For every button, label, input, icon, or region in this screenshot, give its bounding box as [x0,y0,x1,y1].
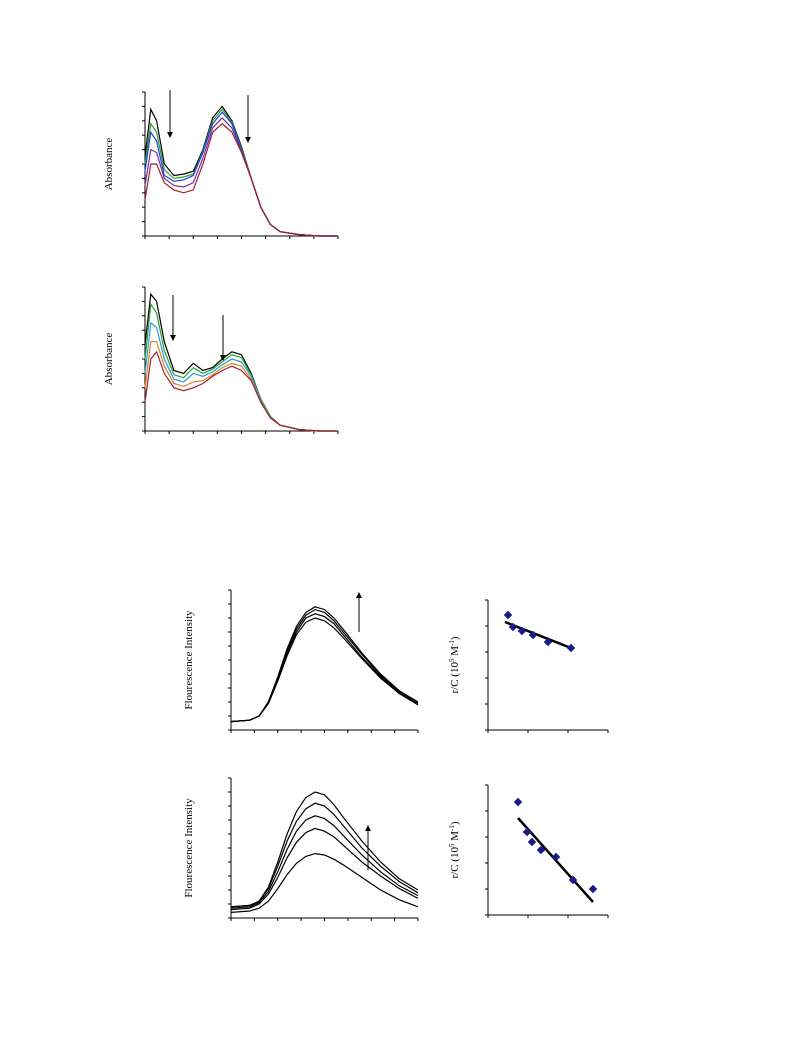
curve [144,122,338,237]
curve [144,111,338,237]
curve [230,827,419,911]
curve [230,852,419,913]
axis [230,778,418,919]
y-axis-label-part: ) [449,636,461,640]
curve [144,350,338,432]
axis [144,287,338,432]
curve [230,815,419,909]
point [566,643,576,653]
y-axis-label: r/C (105 M-1) [448,636,461,693]
y-axis-label: Absorbance [103,333,115,386]
y-axis-label-part: M [449,831,461,844]
point [536,845,546,855]
y-axis-label-part: r/C (10 [449,662,461,694]
curve [230,613,419,723]
point [522,827,532,837]
curve [230,802,419,908]
point [543,637,553,647]
curve [230,606,419,723]
curve [144,302,338,432]
axis [144,92,338,237]
point [528,630,538,640]
point [508,622,518,632]
y-axis-label-part: ) [449,821,461,825]
y-axis-label: Absorbance [103,138,115,191]
curve [230,791,419,908]
point [527,837,537,847]
curve [230,608,419,723]
curve [144,117,338,237]
point [551,852,561,862]
point [588,884,598,894]
y-axis-label-part: -1 [448,640,456,646]
curve [230,617,419,723]
y-axis-label: Flourescence Intensity [183,798,195,898]
y-axis-label-part: M [449,646,461,659]
point [513,797,523,807]
point [517,626,527,636]
y-axis-label: Flourescence Intensity [183,610,195,710]
axis [487,600,608,731]
point [568,875,578,885]
axis [230,590,418,731]
y-axis-label-part: 5 [448,843,456,847]
curve [144,108,338,237]
y-axis-label: r/C (105 M-1) [448,821,461,878]
y-axis-label-part: r/C (10 [449,847,461,879]
y-axis-label-part: 5 [448,658,456,662]
curve [144,105,338,237]
y-axis-label-part: -1 [448,825,456,831]
point [503,610,513,620]
curve [144,321,338,432]
